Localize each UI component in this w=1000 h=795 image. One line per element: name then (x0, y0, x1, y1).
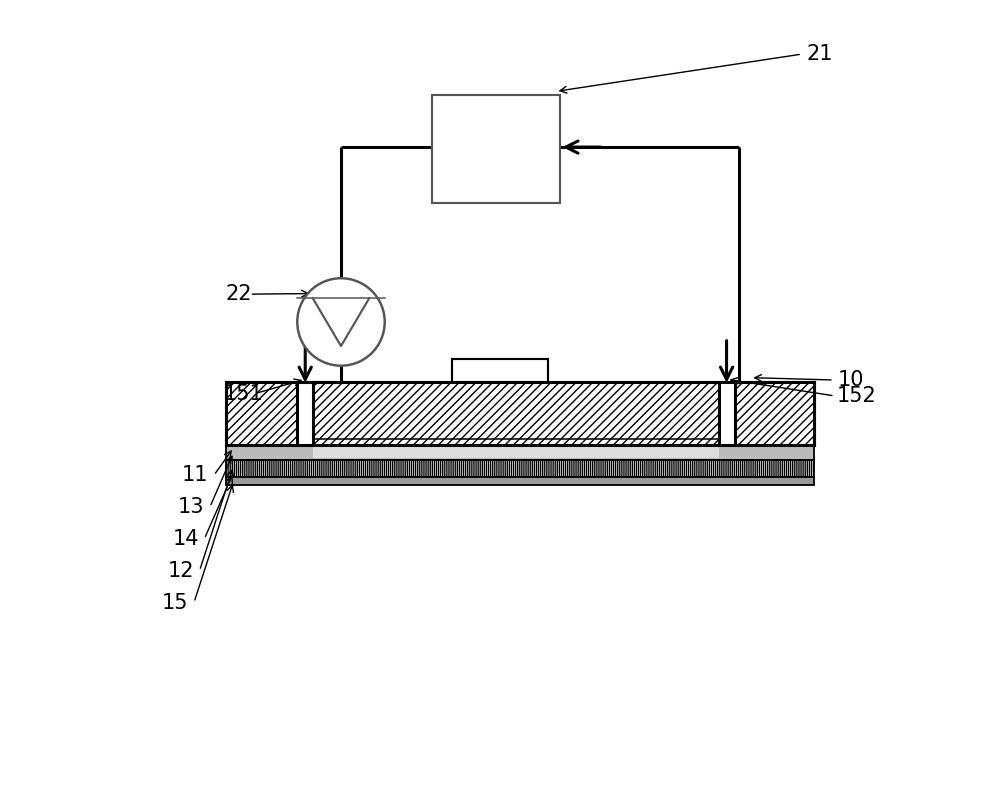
Text: 151: 151 (223, 383, 263, 404)
Text: 14: 14 (172, 529, 199, 549)
Bar (226, 382, 297, 445)
Text: 22: 22 (226, 284, 252, 304)
Bar (226, 382, 814, 445)
Bar (226, 477, 814, 485)
Text: 10: 10 (838, 370, 864, 390)
Text: 12: 12 (168, 560, 194, 581)
Bar (719, 382, 735, 445)
Bar (226, 460, 814, 477)
Circle shape (297, 278, 385, 366)
Bar (226, 445, 814, 460)
Bar (432, 95, 560, 203)
Text: 21: 21 (806, 44, 833, 64)
Text: 15: 15 (162, 592, 189, 613)
Text: 152: 152 (836, 386, 876, 406)
Bar (735, 382, 814, 445)
Bar (313, 447, 719, 458)
Bar (313, 382, 719, 445)
Text: 11: 11 (182, 465, 209, 486)
Bar (452, 359, 548, 382)
Bar (297, 382, 313, 445)
Text: 13: 13 (178, 497, 205, 518)
